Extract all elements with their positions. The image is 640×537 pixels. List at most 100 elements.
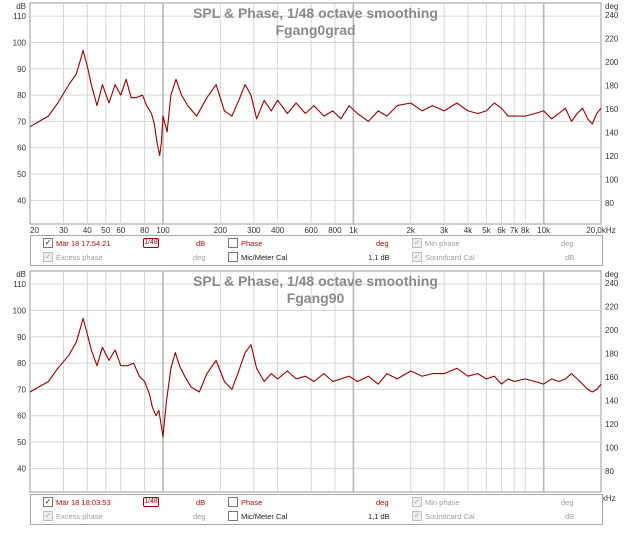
graph-panel-1: 110 100 90 80 70 60 50 40 240 220 200 180 160 140 120 1… (0, 0, 640, 268)
excess-label: Excess phase (56, 512, 103, 521)
x-tick-label: 6k (497, 226, 506, 235)
mic-cal-checkbox[interactable] (228, 511, 238, 521)
y-tick-label-db: 40 (17, 196, 26, 205)
x-tick-label: 200 (214, 226, 228, 235)
x-tick-label: 5k (482, 226, 491, 235)
mic-cal-label[interactable]: Mic/Meter Cal (241, 253, 288, 262)
minphase-label: Min phase (425, 239, 460, 248)
y-tick-label-deg: 180 (605, 349, 619, 358)
x-tick-label: 3k (440, 226, 449, 235)
phase-checkbox[interactable] (228, 497, 238, 507)
soundcard-cal-checkbox: ✓ (412, 511, 422, 521)
trace-unit: dB (196, 239, 206, 248)
y-tick-label-deg: 160 (605, 373, 619, 382)
y-tick-label-db: 80 (17, 91, 26, 100)
chart-title: SPL & Phase, 1/48 octave smoothing (193, 5, 438, 21)
minphase-unit: deg (561, 239, 574, 248)
excess-unit: deg (193, 253, 206, 262)
trace-checkbox[interactable]: ✓ (43, 238, 53, 248)
trace-swatch[interactable]: 1/48 (143, 497, 159, 507)
spl-chart-2[interactable]: 110 100 90 80 70 60 50 40 240 220 200 180 160 140 120 1… (0, 268, 640, 506)
y-tick-label-deg: 220 (605, 34, 619, 43)
minphase-unit: deg (561, 498, 574, 507)
soundcard-cal-label: Soundcard Cal (425, 512, 475, 521)
unit-label-db: dB (16, 270, 26, 279)
y-tick-label-deg: 100 (605, 443, 619, 452)
mic-cal-checkbox[interactable] (228, 252, 238, 262)
y-tick-label-deg: 100 (605, 175, 619, 184)
trace-label[interactable]: Mär 18 18:03:53 (56, 498, 111, 507)
soundcard-cal-checkbox: ✓ (412, 252, 422, 262)
y-tick-label-deg: 240 (605, 279, 619, 288)
y-tick-label-deg: 140 (605, 396, 619, 405)
x-tick-label: 40 (83, 226, 92, 235)
chart-subtitle: Fgang90 (287, 290, 345, 306)
trace-unit: dB (196, 498, 206, 507)
soundcard-cal-unit: dB (565, 512, 575, 521)
excess-unit: deg (193, 512, 206, 521)
mic-cal-value: 1,1 dB (368, 253, 390, 262)
x-tick-label: 4k (464, 226, 473, 235)
y-tick-label-db: 70 (17, 385, 26, 394)
plot-area (29, 270, 602, 493)
phase-checkbox[interactable] (228, 238, 238, 248)
spl-trace (29, 317, 602, 438)
y-tick-label-deg: 140 (605, 128, 619, 137)
unit-label-db: dB (16, 2, 26, 11)
y-tick-label-db: 100 (13, 38, 27, 47)
excess-label: Excess phase (56, 253, 103, 262)
x-tick-label: 30 (59, 226, 68, 235)
y-tick-label-db: 70 (17, 117, 26, 126)
x-tick-label: 600 (304, 226, 318, 235)
phase-unit: deg (376, 239, 389, 248)
x-tick-label: 50 (101, 226, 110, 235)
x-tick-label: 8k (521, 226, 530, 235)
excess-checkbox: ✓ (43, 511, 53, 521)
trace-label[interactable]: Mär 18 17:54:21 (56, 239, 111, 248)
x-tick-label: 10k (537, 226, 551, 235)
y-tick-label-db: 60 (17, 144, 26, 153)
y-tick-label-deg: 180 (605, 81, 619, 90)
x-tick-label: 7k (510, 226, 519, 235)
minphase-checkbox: ✓ (412, 238, 422, 248)
x-tick-label: 800 (328, 226, 342, 235)
y-tick-label-db: 110 (13, 280, 26, 289)
y-tick-label-db: 90 (17, 333, 26, 342)
y-tick-label-deg: 220 (605, 302, 619, 311)
y-tick-label-db: 60 (17, 412, 26, 421)
phase-label[interactable]: Phase (241, 498, 263, 507)
minphase-checkbox: ✓ (412, 497, 422, 507)
y-tick-label-db: 50 (17, 438, 26, 447)
mic-cal-label[interactable]: Mic/Meter Cal (241, 512, 288, 521)
unit-label-deg: deg (605, 2, 618, 11)
soundcard-cal-label: Soundcard Cal (425, 253, 475, 262)
excess-checkbox: ✓ (43, 252, 53, 262)
y-tick-label-deg: 200 (605, 58, 619, 67)
soundcard-cal-unit: dB (565, 253, 575, 262)
x-tick-label: 60 (116, 226, 125, 235)
y-tick-label-deg: 120 (605, 152, 619, 161)
y-tick-label-db: 50 (17, 170, 26, 179)
y-tick-label-db: 110 (13, 12, 26, 21)
x-tick-label: 300 (247, 226, 261, 235)
y-tick-label-db: 80 (17, 359, 26, 368)
y-tick-label-deg: 200 (605, 326, 619, 335)
y-tick-label-db: 90 (17, 65, 26, 74)
phase-label[interactable]: Phase (241, 239, 263, 248)
y-tick-label-db: 40 (17, 464, 26, 473)
chart-title: SPL & Phase, 1/48 octave smoothing (193, 273, 438, 289)
spl-chart-1[interactable]: 110 100 90 80 70 60 50 40 240 220 200 180 160 140 120 1… (0, 0, 640, 238)
trace-checkbox[interactable]: ✓ (43, 497, 53, 507)
mic-cal-value: 1,1 dB (368, 512, 390, 521)
x-tick-label: 20,0kHz (586, 226, 615, 235)
x-tick-label: 400 (271, 226, 285, 235)
x-tick-label: 100 (156, 226, 170, 235)
y-tick-label-deg: 80 (605, 199, 614, 208)
legend-box-2: ✓ Mär 18 18:03:53 1/48 dB Phase deg ✓ Mi… (30, 494, 603, 525)
minphase-label: Min phase (425, 498, 460, 507)
trace-swatch[interactable]: 1/48 (143, 238, 159, 248)
y-tick-label-deg: 120 (605, 420, 619, 429)
legend-box-1: ✓ Mär 18 17:54:21 1/48 dB Phase deg ✓ Mi… (30, 235, 603, 266)
unit-label-deg: deg (605, 270, 618, 279)
spl-trace (29, 49, 602, 157)
